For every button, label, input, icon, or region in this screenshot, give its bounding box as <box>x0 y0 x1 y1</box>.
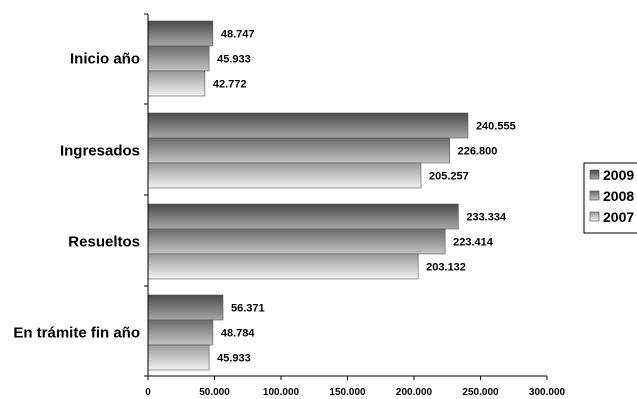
category-label: Resueltos <box>68 234 140 251</box>
legend-swatch-2008 <box>589 190 600 201</box>
x-tick-label: 150.000 <box>329 387 366 398</box>
x-tick-label: 100.000 <box>263 387 300 398</box>
x-tick-label: 0 <box>145 387 151 398</box>
bars-layer: 48.747 45.933 42.772 240.555 226.800 205.257 2… <box>147 20 516 371</box>
bar-en-trámite-fin-año-2008 <box>147 319 214 346</box>
bar-resueltos-2007 <box>147 253 419 280</box>
category-label: Ingresados <box>60 143 140 160</box>
bar-ingresados-2008 <box>147 137 450 164</box>
value-label: 48.784 <box>221 328 256 340</box>
value-label: 48.747 <box>221 29 255 41</box>
x-tick-label: 200.000 <box>396 387 433 398</box>
value-label: 240.555 <box>476 121 516 133</box>
bar-ingresados-2007 <box>147 162 422 189</box>
legend-swatch-2007 <box>589 211 600 222</box>
bar-inicio-año-2007 <box>147 70 206 97</box>
category-label: En trámite fin año <box>13 325 140 342</box>
legend-label-2007: 2007 <box>603 209 634 225</box>
bar-inicio-año-2009 <box>147 20 214 47</box>
legend-label-2008: 2008 <box>603 188 634 204</box>
legend: 2009 2008 2007 <box>583 162 637 234</box>
bar-ingresados-2009 <box>147 112 469 139</box>
value-label: 45.933 <box>217 54 251 66</box>
x-tick-label: 250.000 <box>462 387 499 398</box>
axis-layer: Inicio año Ingresados Resueltos En trámite … <box>13 13 566 398</box>
bar-en-trámite-fin-año-2007 <box>147 344 210 371</box>
bar-resueltos-2008 <box>147 228 446 255</box>
value-label: 42.772 <box>213 79 247 91</box>
legend-swatch-2009 <box>589 169 600 180</box>
value-label: 56.371 <box>231 303 265 315</box>
value-label: 205.257 <box>429 171 469 183</box>
bar-inicio-año-2008 <box>147 45 210 72</box>
x-tick-label: 50.000 <box>199 387 230 398</box>
value-label: 223.414 <box>453 237 494 249</box>
value-label: 45.933 <box>217 353 251 365</box>
legend-label-2009: 2009 <box>603 167 634 183</box>
x-tick-label: 300.000 <box>529 387 566 398</box>
bar-resueltos-2009 <box>147 203 459 230</box>
value-label: 203.132 <box>426 262 466 274</box>
category-label: Inicio año <box>70 51 140 68</box>
value-label: 233.334 <box>466 212 507 224</box>
value-label: 226.800 <box>458 146 498 158</box>
bar-en-trámite-fin-año-2009 <box>147 294 224 321</box>
